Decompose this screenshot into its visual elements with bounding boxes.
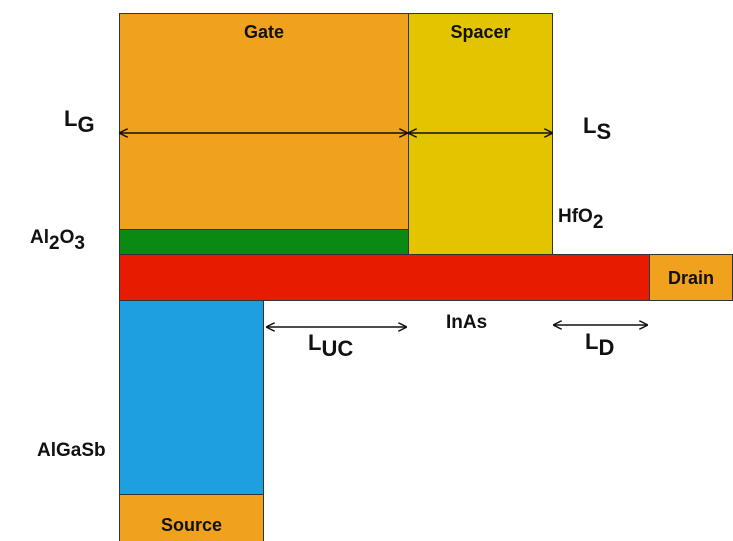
lg-label: LG [64, 106, 95, 137]
hfo2-main: HfO [558, 206, 593, 227]
inas-channel [119, 254, 650, 301]
al2o3-al: Al [30, 227, 49, 248]
luc-label: LUC [308, 330, 353, 361]
ls-sub: S [596, 119, 612, 144]
lg-main: L [64, 106, 78, 131]
hfo2-sub: 2 [592, 212, 604, 233]
gate-region: Gate [119, 13, 409, 230]
lg-sub: G [77, 112, 95, 137]
ld-sub: D [598, 335, 615, 360]
spacer-label: Spacer [450, 22, 511, 42]
algasb-label: AlGaSb [37, 440, 106, 461]
al2o3-o: O [59, 227, 75, 248]
drain-contact: Drain [649, 254, 733, 301]
al2o3-label: Al2O3 [30, 227, 85, 254]
al2o3-sub-3: 3 [74, 233, 85, 254]
ls-main: L [583, 113, 597, 138]
source-contact: Source [119, 494, 264, 541]
al2o3-sub-2: 2 [49, 233, 60, 254]
inas-label: InAs [446, 312, 488, 333]
gate-label: Gate [243, 22, 285, 42]
luc-main: L [308, 330, 322, 355]
ld-main: L [585, 329, 599, 354]
luc-sub: UC [321, 336, 354, 361]
ld-label: LD [585, 329, 614, 360]
source-label: Source [160, 515, 223, 535]
drain-label: Drain [667, 268, 714, 288]
ls-label: LS [583, 113, 611, 144]
hfo2-label: HfO2 [558, 206, 603, 233]
